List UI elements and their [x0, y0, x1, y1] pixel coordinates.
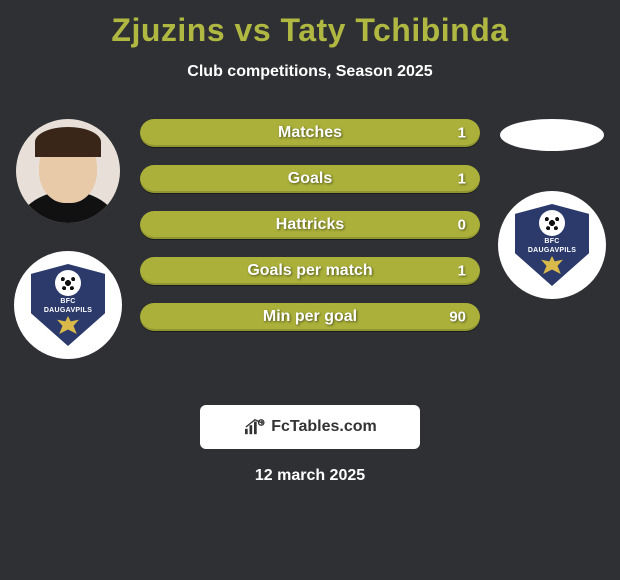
stat-label: Matches	[278, 124, 342, 142]
player-right-column: BFC DAUGAVPILS	[492, 119, 612, 299]
club-code: BFC	[60, 298, 75, 305]
subtitle: Club competitions, Season 2025	[0, 63, 620, 81]
chart-icon	[243, 418, 265, 436]
stat-value: 1	[458, 263, 466, 280]
stat-label: Goals per match	[247, 262, 372, 280]
stat-bar-min-per-goal: Min per goal 90	[140, 303, 480, 331]
club-code: BFC	[544, 238, 559, 245]
comparison-area: BFC DAUGAVPILS Matches 1 Goals 1 Hattric…	[0, 119, 620, 379]
stat-bar-matches: Matches 1	[140, 119, 480, 147]
page-title: Zjuzins vs Taty Tchibinda	[0, 0, 620, 49]
stat-value: 1	[458, 171, 466, 188]
stat-bar-goals-per-match: Goals per match 1	[140, 257, 480, 285]
stat-bar-goals: Goals 1	[140, 165, 480, 193]
player1-avatar	[16, 119, 120, 223]
player2-club-badge: BFC DAUGAVPILS	[498, 191, 606, 299]
player2-avatar-placeholder	[500, 119, 604, 151]
stat-label: Goals	[288, 170, 332, 188]
stat-value: 90	[449, 309, 466, 326]
club-city: DAUGAVPILS	[44, 307, 92, 314]
stat-label: Hattricks	[276, 216, 344, 234]
stat-value: 0	[458, 217, 466, 234]
club-city: DAUGAVPILS	[528, 247, 576, 254]
stat-value: 1	[458, 125, 466, 142]
stat-label: Min per goal	[263, 308, 357, 326]
player1-club-badge: BFC DAUGAVPILS	[14, 251, 122, 359]
site-label: FcTables.com	[271, 418, 377, 436]
player-left-column: BFC DAUGAVPILS	[8, 119, 128, 359]
site-attribution[interactable]: FcTables.com	[200, 405, 420, 449]
stat-bars: Matches 1 Goals 1 Hattricks 0 Goals per …	[140, 119, 480, 331]
stat-bar-hattricks: Hattricks 0	[140, 211, 480, 239]
date-label: 12 march 2025	[0, 467, 620, 485]
